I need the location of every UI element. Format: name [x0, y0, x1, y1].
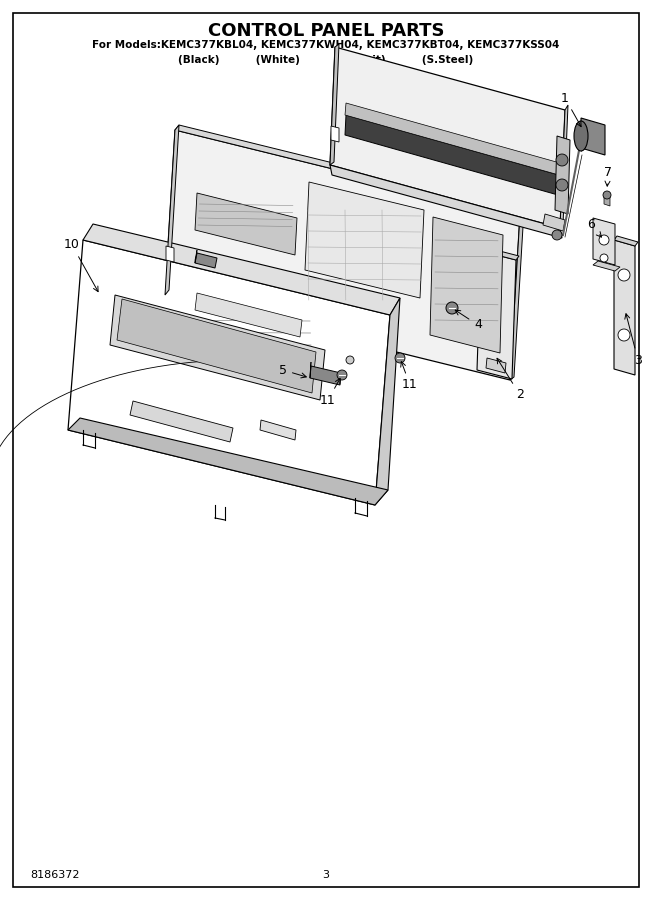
Text: For Models:KEMC377KBL04, KEMC377KWH04, KEMC377KBT04, KEMC377KSS04: For Models:KEMC377KBL04, KEMC377KWH04, K…: [93, 40, 559, 50]
Text: 10: 10: [64, 238, 98, 292]
Text: (Black)          (White)          (Biscuit)          (S.Steel): (Black) (White) (Biscuit) (S.Steel): [179, 55, 473, 65]
Circle shape: [337, 370, 347, 380]
Polygon shape: [560, 105, 568, 228]
Text: 7: 7: [604, 166, 612, 186]
Polygon shape: [165, 130, 520, 380]
Polygon shape: [195, 193, 297, 255]
Text: 8186372: 8186372: [30, 870, 80, 880]
Polygon shape: [510, 210, 524, 380]
Polygon shape: [593, 218, 615, 265]
Polygon shape: [430, 217, 503, 353]
Circle shape: [446, 302, 458, 314]
Text: 2: 2: [497, 358, 524, 401]
Circle shape: [556, 154, 568, 166]
Text: 5: 5: [279, 364, 306, 378]
Circle shape: [346, 356, 354, 364]
Polygon shape: [310, 362, 311, 378]
Polygon shape: [117, 299, 316, 393]
Polygon shape: [130, 401, 233, 442]
Polygon shape: [614, 236, 638, 246]
Polygon shape: [330, 44, 339, 165]
Polygon shape: [195, 250, 197, 263]
Circle shape: [618, 329, 630, 341]
Circle shape: [618, 269, 630, 281]
Polygon shape: [260, 420, 296, 440]
Polygon shape: [477, 251, 516, 379]
Polygon shape: [305, 182, 424, 298]
Polygon shape: [68, 240, 390, 505]
Circle shape: [599, 235, 609, 245]
Polygon shape: [165, 125, 179, 295]
Polygon shape: [581, 118, 605, 155]
Ellipse shape: [574, 121, 588, 151]
Polygon shape: [555, 136, 570, 214]
Text: 3: 3: [625, 314, 642, 366]
Polygon shape: [166, 246, 174, 262]
Polygon shape: [604, 193, 610, 206]
Circle shape: [395, 353, 405, 363]
Polygon shape: [614, 240, 635, 375]
Polygon shape: [481, 247, 519, 260]
Text: CONTROL PANEL PARTS: CONTROL PANEL PARTS: [208, 22, 444, 40]
Text: 6: 6: [587, 219, 601, 237]
Polygon shape: [486, 358, 506, 373]
Polygon shape: [331, 126, 339, 142]
Polygon shape: [310, 366, 341, 385]
Text: 3: 3: [323, 870, 329, 880]
Text: 11: 11: [320, 378, 340, 407]
Polygon shape: [195, 253, 217, 268]
Text: 4: 4: [455, 310, 482, 331]
Polygon shape: [345, 103, 560, 175]
Polygon shape: [83, 224, 400, 315]
Polygon shape: [330, 165, 562, 238]
Polygon shape: [330, 47, 565, 228]
Polygon shape: [543, 214, 565, 231]
Circle shape: [556, 179, 568, 191]
Circle shape: [552, 230, 562, 240]
Polygon shape: [110, 295, 325, 400]
Polygon shape: [175, 125, 524, 215]
Polygon shape: [593, 261, 620, 271]
Text: 11: 11: [401, 362, 418, 392]
Polygon shape: [375, 298, 400, 505]
Polygon shape: [345, 115, 559, 195]
Circle shape: [600, 254, 608, 262]
Text: 1: 1: [561, 92, 581, 127]
Circle shape: [603, 191, 611, 199]
Polygon shape: [68, 418, 388, 505]
Polygon shape: [195, 293, 302, 337]
